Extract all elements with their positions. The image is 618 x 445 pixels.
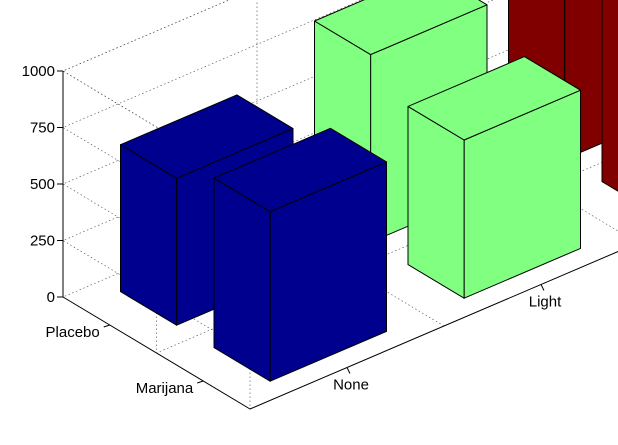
grid-line xyxy=(62,0,251,184)
x-tick-label: None xyxy=(333,377,369,394)
bars xyxy=(120,0,618,382)
y-tick xyxy=(103,324,110,328)
z-tick-label: 250 xyxy=(30,233,55,250)
y-tick-label: Marijana xyxy=(136,380,194,397)
z-tick-label: 0 xyxy=(47,289,55,306)
bar-side-face xyxy=(213,177,271,382)
bar-top-face xyxy=(407,56,581,141)
bar-top-face xyxy=(120,94,294,179)
bar xyxy=(407,56,581,299)
bar-top-face xyxy=(213,127,387,213)
x-tick xyxy=(540,284,545,291)
y-axis-line xyxy=(62,296,251,410)
bar xyxy=(601,0,618,192)
x-tick-label: Light xyxy=(529,294,562,311)
bar-top-face xyxy=(314,0,488,56)
z-tick-label: 500 xyxy=(30,176,55,193)
x-tick xyxy=(346,367,351,374)
y-tick xyxy=(197,380,204,384)
bar xyxy=(213,127,387,382)
bar-side-face xyxy=(601,0,618,192)
z-tick-label: 1000 xyxy=(22,63,55,80)
y-tick-label: Placebo xyxy=(46,324,100,341)
axes: 02505007501000NoneLightModeratePlaceboMa… xyxy=(22,63,618,410)
z-tick-label: 750 xyxy=(30,120,55,137)
